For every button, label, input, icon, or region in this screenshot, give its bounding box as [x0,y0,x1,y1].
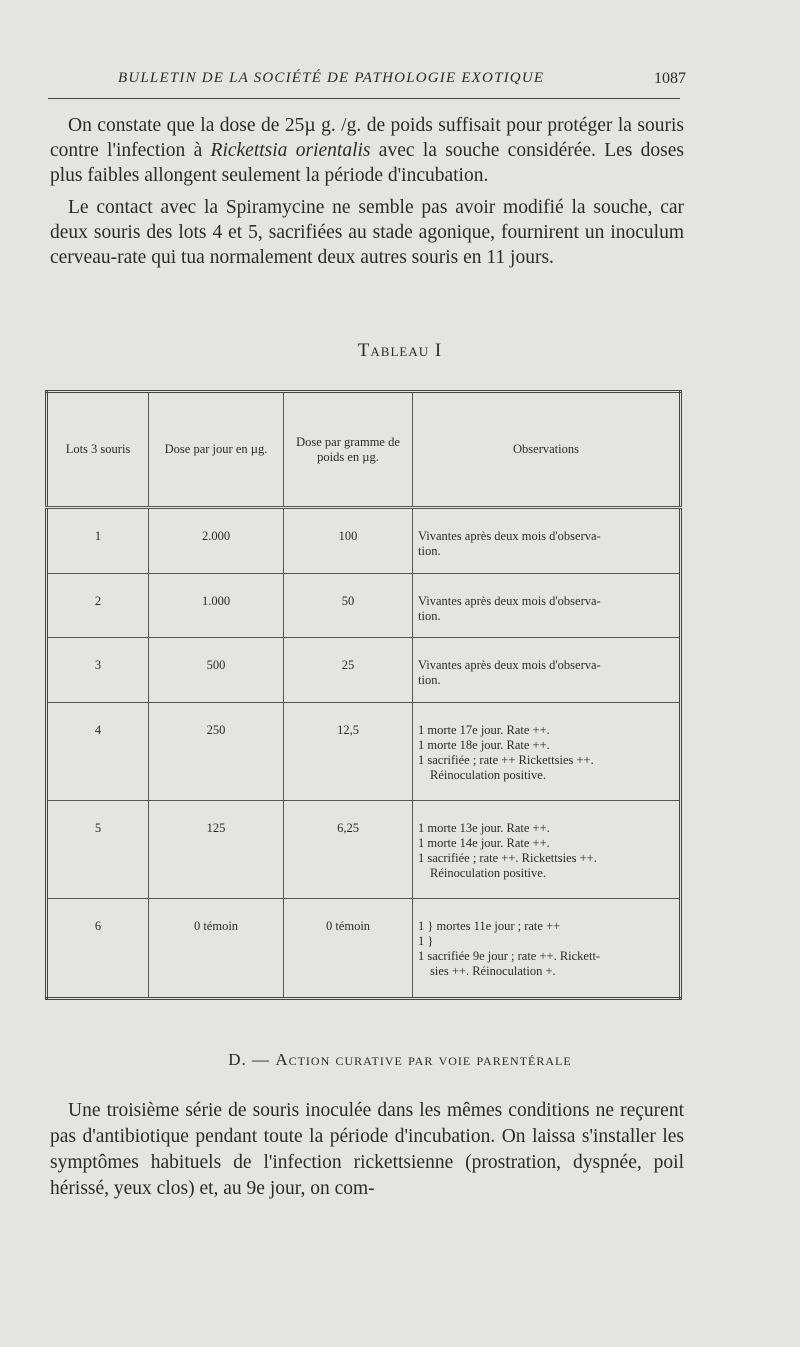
table-title: Tableau I [357,340,443,361]
text: avec la souche considérée. Les doses plu… [50,140,685,186]
page-number: 1087 [654,70,686,87]
running-title: BULLETIN DE LA SOCIÉTÉ DE PATHOLOGIE EXO… [118,70,545,86]
species-name: Rickettsia orientalis [210,140,371,161]
cell-lot: 3 [46,637,149,703]
cell-observations: 1 morte 13e jour. Rate ++. 1 morte 14e jo… [412,800,681,899]
cell-observations: Vivantes après deux mois d'observa-tion. [412,572,681,638]
observation-line: 1 } mortes 11e jour ; rate ++ [418,919,561,934]
cell-dose-gramme: 50 [283,572,413,638]
observation-line: sies ++. Réinoculation +. [430,964,556,979]
table-row: 5 125 6,25 1 morte 13e jour. Rate ++. 1 mort… [46,800,681,899]
cell-dose-gramme: 100 [283,507,413,574]
observation-line: 1 sacrifiée ; rate ++ Rickettsies ++. [418,752,594,767]
intro-text: On constate que la dose de 25µ g. /g. de… [50,113,684,270]
table-row: 4 250 12,5 1 morte 17e jour. Rate ++. 1 mort… [46,701,681,801]
column-header: Dose par gramme de poids en µg. [283,391,413,510]
observation-line: 1 sacrifiée ; rate ++. Rickettsies ++. [418,851,597,866]
cell-dose-gramme: 0 témoin [283,898,413,999]
observation-line: Réinoculation positive. [430,866,546,881]
cell-dose-gramme: 6,25 [283,800,413,899]
section-heading: D. — Action curative par voie parentéral… [0,1050,800,1070]
cell-dose-jour: 0 témoin [148,898,284,999]
column-header: Lots 3 souris [46,391,149,510]
table-header-row: Lots 3 souris Dose par jour en µg. Dose … [46,391,681,510]
cell-dose-jour: 125 [148,800,284,899]
observation-line: 1 morte 17e jour. Rate ++. [418,722,550,737]
cell-dose-gramme: 25 [283,637,413,703]
observation-line: Vivantes après deux mois d'observa- [418,593,601,608]
observation-line: Vivantes après deux mois d'observa- [418,658,601,673]
table-row: 3 500 25 Vivantes après deux mois d'observa… [46,637,681,703]
cell-observations: Vivantes après deux mois d'observa-tion. [412,507,681,574]
table-row: 1 2.000 100 Vivantes après deux mois d'obse… [46,507,681,574]
observation-line: tion. [418,673,441,688]
outro-text: Une troisième série de souris inoculée d… [50,1098,684,1202]
cell-dose-gramme: 12,5 [283,701,413,801]
cell-dose-jour: 1.000 [148,572,284,638]
header-rule [48,98,680,99]
paragraph: Une troisième série de souris inoculée d… [50,1100,684,1199]
cell-lot: 5 [46,800,149,899]
cell-lot: 1 [46,507,149,574]
cell-dose-jour: 500 [148,637,284,703]
text: On constate que la dose de 25µ g. /g. de… [50,115,684,161]
column-header: Dose par jour en µg. [148,391,284,510]
observation-line: tion. [418,544,441,559]
cell-lot: 6 [46,898,149,999]
results-table: Lots 3 souris Dose par jour en µg. Dose … [45,390,682,1000]
cell-dose-jour: 250 [148,701,284,801]
observation-line: Réinoculation positive. [430,767,546,782]
observation-line: Vivantes après deux mois d'observa- [418,529,601,544]
table-row: 2 1.000 50 Vivantes après deux mois d'obser… [46,572,681,638]
observation-line: 1 morte 14e jour. Rate ++. [418,836,550,851]
observation-line: 1 morte 13e jour. Rate ++. [418,821,550,836]
cell-observations: 1 morte 17e jour. Rate ++. 1 morte 18e jo… [412,701,681,801]
cell-lot: 2 [46,572,149,638]
cell-dose-jour: 2.000 [148,507,284,574]
cell-observations: 1 } mortes 11e jour ; rate ++ 1 } 1 sacrif… [412,898,681,999]
section-title: Action curative par voie parentérale [275,1050,572,1069]
paragraph: Le contact avec la Spiramycine ne semble… [50,197,684,268]
observation-line: tion. [418,608,441,623]
observation-line: 1 sacrifiée 9e jour ; rate ++. Rickett- [418,949,601,964]
observation-line: 1 morte 18e jour. Rate ++. [418,737,550,752]
column-header: Observations [412,391,681,510]
observation-line: 1 } [418,934,434,949]
section-letter: D. — [228,1050,276,1069]
paragraph: On constate que la dose de 25µ g. /g. de… [50,113,684,188]
cell-lot: 4 [46,701,149,801]
cell-observations: Vivantes après deux mois d'observa-tion. [412,637,681,703]
